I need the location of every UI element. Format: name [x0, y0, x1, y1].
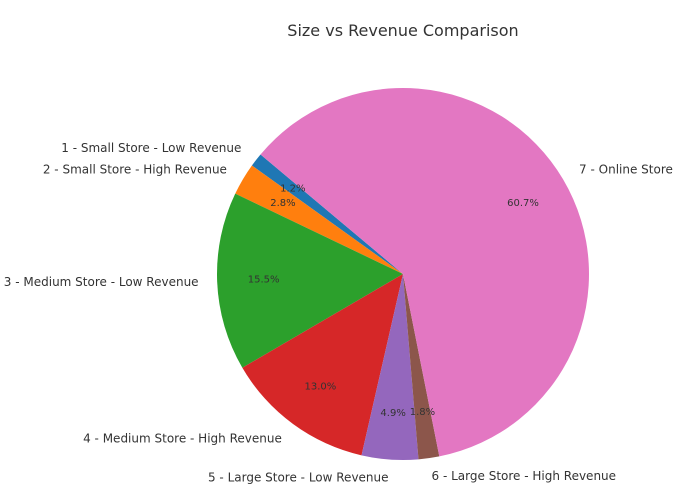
- pie-percent-label: 1.2%: [280, 183, 305, 194]
- pie-slice-7: [260, 87, 590, 457]
- pie-category-label: 3 - Medium Store - Low Revenue: [4, 275, 199, 289]
- pie-category-label: 2 - Small Store - High Revenue: [43, 162, 227, 176]
- pie-category-label: 6 - Large Store - High Revenue: [432, 469, 617, 483]
- pie-percent-label: 60.7%: [507, 198, 539, 209]
- pie-category-label: 4 - Medium Store - High Revenue: [83, 431, 282, 445]
- pie-percent-label: 4.9%: [380, 408, 405, 419]
- pie-percent-label: 2.8%: [270, 198, 295, 209]
- chart-title: Size vs Revenue Comparison: [287, 21, 518, 40]
- pie-slice-6: [403, 274, 440, 460]
- pie-percent-label: 1.8%: [410, 407, 435, 418]
- pie-category-label: 1 - Small Store - Low Revenue: [61, 141, 241, 155]
- pie-labels: 1.2% 1 - Small Store - Low Revenue 2.8% 2 -…: [4, 141, 673, 485]
- pie-category-label: 5 - Large Store - Low Revenue: [208, 471, 389, 485]
- pie-slice-5: [361, 274, 419, 460]
- pie-slices: [216, 87, 590, 460]
- pie-slice-1: [251, 154, 403, 274]
- pie-slice-2: [235, 165, 403, 274]
- pie-category-label: 7 - Online Store: [579, 162, 673, 176]
- pie-slice-3: [216, 193, 403, 368]
- pie-slice-4: [242, 274, 403, 456]
- pie-percent-label: 15.5%: [248, 275, 280, 286]
- pie-percent-label: 13.0%: [305, 381, 337, 392]
